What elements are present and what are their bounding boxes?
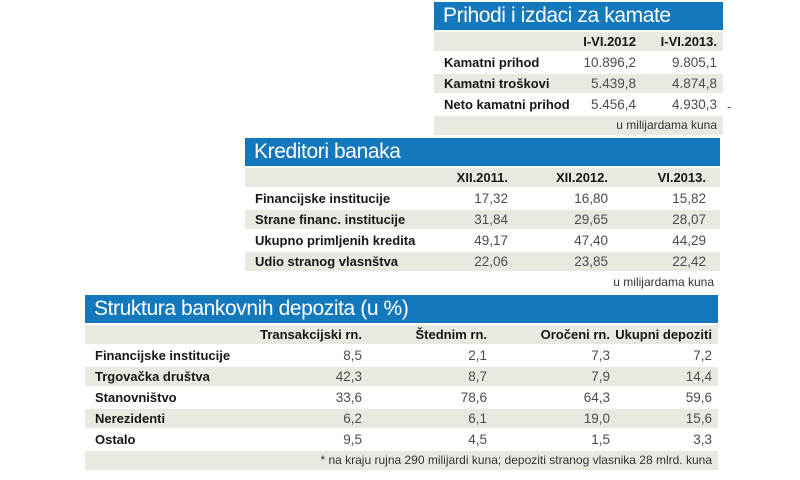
table-row: Ukupno primljenih kredita 49,17 47,40 44… [245,231,720,250]
column-header: Transakcijski rn. [260,327,362,342]
table-row: Strane financ. institucije 31,84 29,65 2… [245,210,720,229]
cell-value: 10.896,2 [583,55,636,70]
column-header: Oročeni rn. [540,327,610,342]
column-header: VI.2013. [657,170,706,185]
row-label: Udio stranog vlasnštva [255,254,399,269]
cell-value: 17,32 [474,191,508,206]
cell-value: 19,0 [583,411,610,426]
cell-value: 49,17 [474,233,508,248]
cell-value: 15,6 [685,411,712,426]
cell-value: 33,6 [335,390,362,405]
table-row: Udio stranog vlasnštva 22,06 23,85 22,42 [245,252,720,271]
row-label: Ostalo [95,432,136,447]
table-header-row: I-VI.2012 I-VI.2013. [434,32,723,51]
footnote-dash: - [727,99,732,114]
row-label: Kamatni prihod [444,55,540,70]
table-title-bar: Struktura bankovnih depozita (u %) [85,295,718,323]
cell-value: 29,65 [574,212,608,227]
table-row: Kamatni troškovi 5.439,8 4.874,8 [434,74,723,93]
row-label: Strane financ. institucije [255,212,406,227]
table-title: Kreditori banaka [254,140,401,163]
table-title-bar: Prihodi i izdaci za kamate [434,2,723,30]
cell-value: 8,7 [468,369,487,384]
table-row: Trgovačka društva 42,3 8,7 7,9 14,4 [85,367,718,386]
cell-value: 59,6 [685,390,712,405]
table-row: Kamatni prihod 10.896,2 9.805,1 [434,53,723,72]
cell-value: 1,5 [591,432,610,447]
cell-value: 23,85 [574,254,608,269]
cell-value: 22,42 [672,254,706,269]
cell-value: 6,2 [343,411,362,426]
cell-value: 9.805,1 [671,55,717,70]
column-header: XII.2011. [456,170,508,185]
cell-value: 7,3 [591,348,610,363]
cell-value: 31,84 [474,212,508,227]
row-label: Financijske institucije [95,348,231,363]
cell-value: 16,80 [574,191,608,206]
cell-value: 5.456,4 [590,97,636,112]
cell-value: 4.930,3 [671,97,717,112]
cell-value: 2,1 [468,348,487,363]
table-row: Ostalo 9,5 4,5 1,5 3,3 [85,430,718,449]
cell-value: 44,29 [672,233,706,248]
cell-value: 78,6 [460,390,487,405]
row-label: Ukupno primljenih kredita [255,233,416,248]
unit-note: u milijardama kuna [613,275,714,289]
cell-value: 9,5 [343,432,362,447]
cell-value: 3,3 [693,432,712,447]
unit-note: u milijardama kuna [434,116,723,135]
cell-value: 64,3 [583,390,610,405]
cell-value: 47,40 [574,233,608,248]
table-title: Struktura bankovnih depozita (u %) [94,297,409,320]
table-header-row: XII.2011. XII.2012. VI.2013. [245,168,720,187]
cell-value: 4.874,8 [671,76,717,91]
table-kreditori-banaka: Kreditori banaka XII.2011. XII.2012. VI.… [245,138,720,294]
column-header: I-VI.2013. [660,34,717,49]
table-struktura-depozita: Struktura bankovnih depozita (u %) Trans… [85,295,718,472]
table-row: Nerezidenti 6,2 6,1 19,0 15,6 [85,409,718,428]
table-row: Stanovništvo 33,6 78,6 64,3 59,6 [85,388,718,407]
column-header: I-VI.2012 [583,34,636,49]
table-header-row: Transakcijski rn. Štednim rn. Oročeni rn… [85,325,718,344]
column-header: XII.2012. [555,170,608,185]
row-label: Kamatni troškovi [444,76,550,91]
cell-value: 28,07 [672,212,706,227]
cell-value: 4,5 [468,432,487,447]
row-label: Stanovništvo [95,390,177,405]
cell-value: 7,9 [591,369,610,384]
cell-value: 14,4 [685,369,712,384]
table-row: Financijske institucije 17,32 16,80 15,8… [245,189,720,208]
row-label: Trgovačka društva [95,369,210,384]
column-header: Štednim rn. [415,327,487,342]
cell-value: 15,82 [672,191,706,206]
row-label: Financijske institucije [255,191,391,206]
table-row: Financijske institucije 8,5 2,1 7,3 7,2 [85,346,718,365]
cell-value: 5.439,8 [590,76,636,91]
row-label: Neto kamatni prihod [444,97,570,112]
table-prihodi-i-izdaci: Prihodi i izdaci za kamate I-VI.2012 I-V… [434,2,723,137]
cell-value: 8,5 [343,348,362,363]
row-label: Nerezidenti [95,411,166,426]
table-title: Prihodi i izdaci za kamate [443,4,671,27]
cell-value: 42,3 [335,369,362,384]
footnote: * na kraju rujna 290 milijardi kuna; dep… [85,451,718,470]
table-row: Neto kamatni prihod 5.456,4 4.930,3 [434,95,723,114]
table-title-bar: Kreditori banaka [245,138,720,166]
cell-value: 6,1 [468,411,487,426]
cell-value: 22,06 [474,254,508,269]
cell-value: 7,2 [693,348,712,363]
column-header: Ukupni depoziti [615,327,712,342]
